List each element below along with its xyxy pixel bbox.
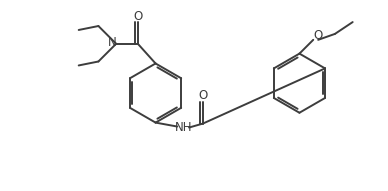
Text: N: N — [108, 36, 116, 49]
Text: O: O — [314, 29, 323, 42]
Text: O: O — [133, 10, 142, 23]
Text: NH: NH — [175, 121, 192, 134]
Text: O: O — [198, 90, 208, 103]
